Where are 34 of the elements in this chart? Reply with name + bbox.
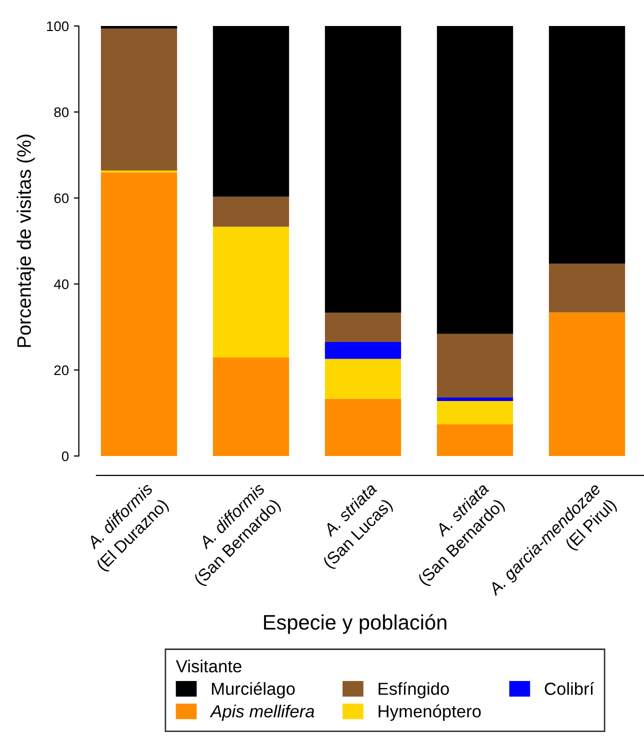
- bar: [212, 226, 290, 358]
- bar: [324, 312, 402, 342]
- bar: [212, 196, 290, 227]
- bar: [548, 312, 626, 456]
- y-axis-title: Porcentaje de visitas (%): [16, 134, 35, 347]
- bar: [100, 28, 178, 170]
- y-tick-label: 20: [54, 365, 69, 376]
- y-tick-label: 0: [62, 451, 69, 462]
- bar: [100, 26, 178, 29]
- y-tick-label: 100: [47, 21, 69, 32]
- bar: [436, 26, 514, 334]
- bar: [212, 358, 290, 456]
- bar: [324, 26, 402, 313]
- legend-label: Esfíngido: [378, 682, 449, 698]
- x-axis-title: Especie y población: [264, 614, 446, 634]
- bar: [324, 358, 402, 399]
- bar: [212, 26, 290, 197]
- bar: [548, 26, 626, 264]
- bar: [436, 424, 514, 456]
- legend-label: Hymenóptero: [378, 704, 481, 721]
- bar: [436, 400, 514, 424]
- bar: [436, 398, 514, 401]
- y-tick-label: 80: [54, 107, 69, 118]
- legend-label: Colibrí: [544, 682, 594, 695]
- bar: [436, 334, 514, 398]
- legend-label: Murciélago: [212, 682, 295, 698]
- bar: [324, 342, 402, 359]
- y-tick-label: 40: [54, 279, 69, 290]
- bar: [548, 264, 626, 312]
- y-tick-label: 60: [54, 193, 69, 204]
- legend-label: Apis mellifera: [210, 704, 314, 721]
- legend-title: Visitante: [176, 660, 242, 672]
- bar: [324, 398, 402, 456]
- bar: [100, 172, 178, 456]
